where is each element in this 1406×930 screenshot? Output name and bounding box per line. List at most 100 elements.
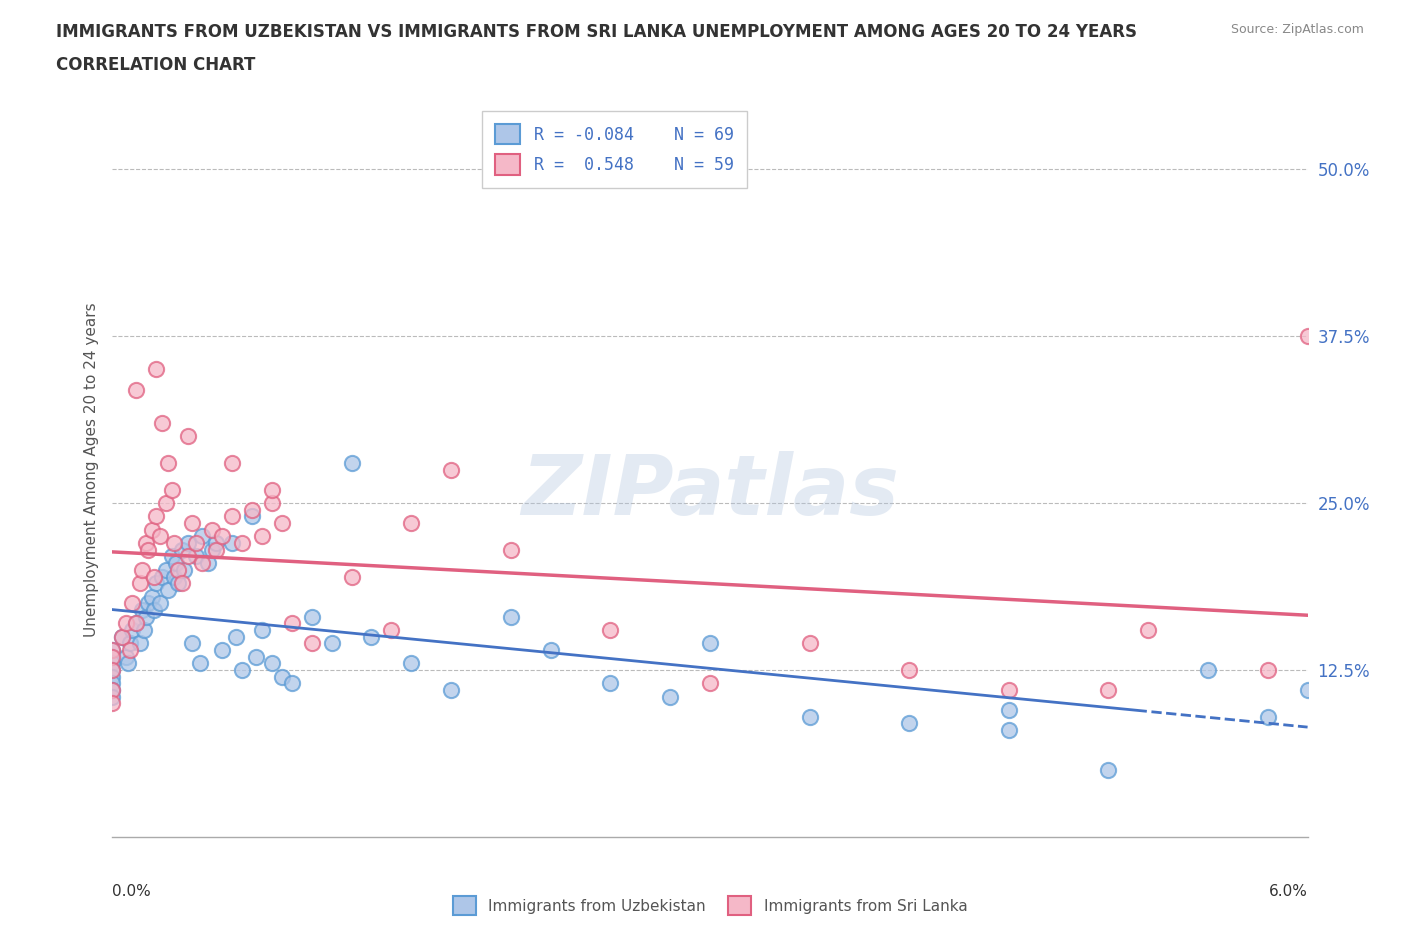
- Point: [898, 716, 921, 731]
- Point: [101, 696, 124, 711]
- Point: [225, 630, 247, 644]
- Point: [499, 609, 522, 624]
- Point: [138, 596, 160, 611]
- Point: [440, 462, 463, 477]
- Point: [191, 529, 214, 544]
- Point: [191, 556, 214, 571]
- Point: [231, 662, 253, 677]
- Point: [134, 622, 156, 637]
- Point: [125, 616, 148, 631]
- Point: [1257, 662, 1279, 677]
- Point: [117, 656, 139, 671]
- Text: 6.0%: 6.0%: [1268, 884, 1308, 898]
- Point: [177, 536, 200, 551]
- Point: [1097, 683, 1119, 698]
- Point: [101, 643, 124, 658]
- Point: [998, 683, 1021, 698]
- Point: [340, 569, 363, 584]
- Point: [181, 515, 204, 530]
- Point: [998, 703, 1021, 718]
- Point: [101, 662, 124, 677]
- Point: [205, 536, 228, 551]
- Point: [157, 456, 180, 471]
- Point: [699, 636, 721, 651]
- Point: [340, 456, 363, 471]
- Point: [1296, 328, 1319, 343]
- Point: [1097, 763, 1119, 777]
- Point: [125, 616, 148, 631]
- Point: [101, 683, 124, 698]
- Point: [101, 670, 124, 684]
- Point: [141, 523, 163, 538]
- Point: [129, 636, 152, 651]
- Point: [1137, 622, 1160, 637]
- Point: [599, 676, 621, 691]
- Point: [401, 656, 423, 671]
- Point: [162, 483, 183, 498]
- Point: [143, 603, 166, 618]
- Point: [149, 596, 172, 611]
- Point: [270, 515, 292, 530]
- Point: [167, 563, 190, 578]
- Point: [998, 723, 1021, 737]
- Point: [163, 569, 186, 584]
- Point: [240, 502, 263, 517]
- Point: [799, 710, 821, 724]
- Point: [281, 616, 304, 631]
- Legend: Immigrants from Uzbekistan, Immigrants from Sri Lanka: Immigrants from Uzbekistan, Immigrants f…: [446, 889, 974, 923]
- Point: [260, 483, 283, 498]
- Point: [125, 382, 148, 397]
- Point: [101, 689, 124, 704]
- Point: [231, 536, 253, 551]
- Point: [145, 576, 167, 591]
- Point: [270, 670, 292, 684]
- Point: [121, 622, 143, 637]
- Point: [145, 509, 167, 524]
- Point: [138, 542, 160, 557]
- Point: [150, 569, 173, 584]
- Point: [129, 576, 152, 591]
- Point: [1257, 710, 1279, 724]
- Point: [145, 362, 167, 377]
- Point: [115, 649, 138, 664]
- Point: [165, 556, 187, 571]
- Point: [135, 609, 157, 624]
- Point: [699, 676, 721, 691]
- Point: [440, 683, 463, 698]
- Point: [250, 622, 273, 637]
- Point: [135, 536, 157, 551]
- Point: [240, 509, 263, 524]
- Point: [211, 529, 233, 544]
- Point: [201, 542, 224, 557]
- Point: [245, 649, 267, 664]
- Point: [221, 536, 243, 551]
- Point: [221, 456, 243, 471]
- Point: [167, 576, 190, 591]
- Point: [659, 689, 682, 704]
- Point: [401, 515, 423, 530]
- Point: [162, 549, 183, 564]
- Point: [211, 643, 233, 658]
- Point: [898, 662, 921, 677]
- Point: [143, 569, 166, 584]
- Point: [111, 630, 134, 644]
- Point: [120, 636, 142, 651]
- Point: [1296, 683, 1319, 698]
- Point: [172, 576, 194, 591]
- Point: [281, 676, 304, 691]
- Point: [186, 536, 208, 551]
- Point: [301, 636, 323, 651]
- Point: [149, 529, 172, 544]
- Point: [157, 582, 180, 597]
- Point: [540, 643, 562, 658]
- Point: [260, 496, 283, 511]
- Point: [177, 429, 200, 444]
- Text: 0.0%: 0.0%: [112, 884, 152, 898]
- Point: [115, 616, 138, 631]
- Text: ZIPatlas: ZIPatlas: [522, 451, 898, 532]
- Point: [150, 416, 173, 431]
- Point: [111, 630, 134, 644]
- Point: [121, 596, 143, 611]
- Text: Source: ZipAtlas.com: Source: ZipAtlas.com: [1230, 23, 1364, 36]
- Point: [141, 589, 163, 604]
